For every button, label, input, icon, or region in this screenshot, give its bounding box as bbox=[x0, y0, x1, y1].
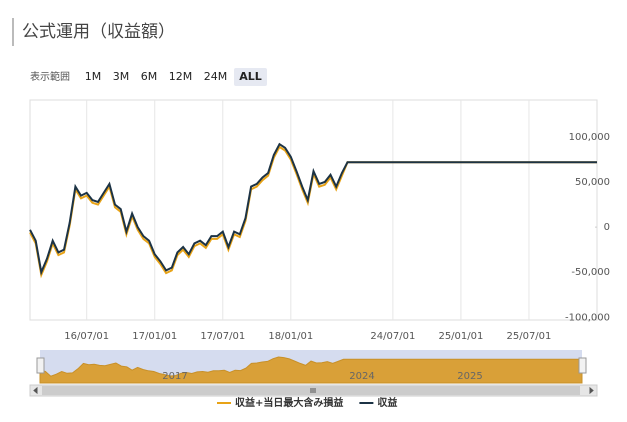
range-button[interactable] bbox=[164, 68, 197, 86]
range-button[interactable] bbox=[136, 68, 162, 86]
x-tick-label: 25/07/01 bbox=[506, 331, 551, 342]
range-button[interactable] bbox=[108, 68, 134, 86]
navigator-handle[interactable] bbox=[578, 357, 587, 374]
plot-frame bbox=[29, 99, 598, 321]
y-tick-label: 100,000 bbox=[569, 132, 610, 143]
range-button[interactable] bbox=[199, 68, 232, 86]
x-tick-label: 16/07/01 bbox=[64, 331, 109, 342]
range-label: 表示範囲 bbox=[30, 70, 70, 83]
range-button-label[interactable]: 6M bbox=[141, 70, 158, 83]
page-title: 公式運用（収益額） bbox=[22, 22, 175, 42]
navigator-handle[interactable] bbox=[36, 357, 45, 374]
legend-label[interactable]: 収益+当日最大含み損益 bbox=[235, 396, 343, 409]
navigator-label: 2025 bbox=[457, 371, 482, 382]
scroll-grip bbox=[33, 386, 594, 395]
y-tick-label: 50,000 bbox=[575, 177, 610, 188]
range-button-label[interactable]: 1M bbox=[85, 70, 102, 83]
title-bar bbox=[12, 18, 14, 46]
x-tick-label: 24/07/01 bbox=[370, 331, 415, 342]
range-button[interactable] bbox=[80, 68, 106, 86]
navigator-label: 2024 bbox=[349, 371, 374, 382]
range-button-label[interactable]: 12M bbox=[169, 70, 193, 83]
y-tick-label: -100,000 bbox=[565, 312, 610, 323]
range-button-label[interactable]: 3M bbox=[113, 70, 130, 83]
range-button[interactable] bbox=[234, 68, 267, 86]
navigator-area bbox=[39, 356, 583, 384]
x-tick-label: 25/01/01 bbox=[438, 331, 483, 342]
range-button-label[interactable]: ALL bbox=[239, 70, 262, 83]
x-tick-label: 17/01/01 bbox=[132, 331, 177, 342]
y-tick-label: -50,000 bbox=[571, 267, 610, 278]
x-tick-label: 17/07/01 bbox=[200, 331, 245, 342]
x-tick-label: 18/01/01 bbox=[268, 331, 313, 342]
navigator-label: 2017 bbox=[162, 371, 187, 382]
legend-label[interactable]: 収益 bbox=[377, 396, 397, 409]
y-tick-label: 0 bbox=[604, 222, 610, 233]
series-line bbox=[29, 142, 597, 276]
range-button-label[interactable]: 24M bbox=[204, 70, 228, 83]
series-line bbox=[29, 145, 597, 279]
